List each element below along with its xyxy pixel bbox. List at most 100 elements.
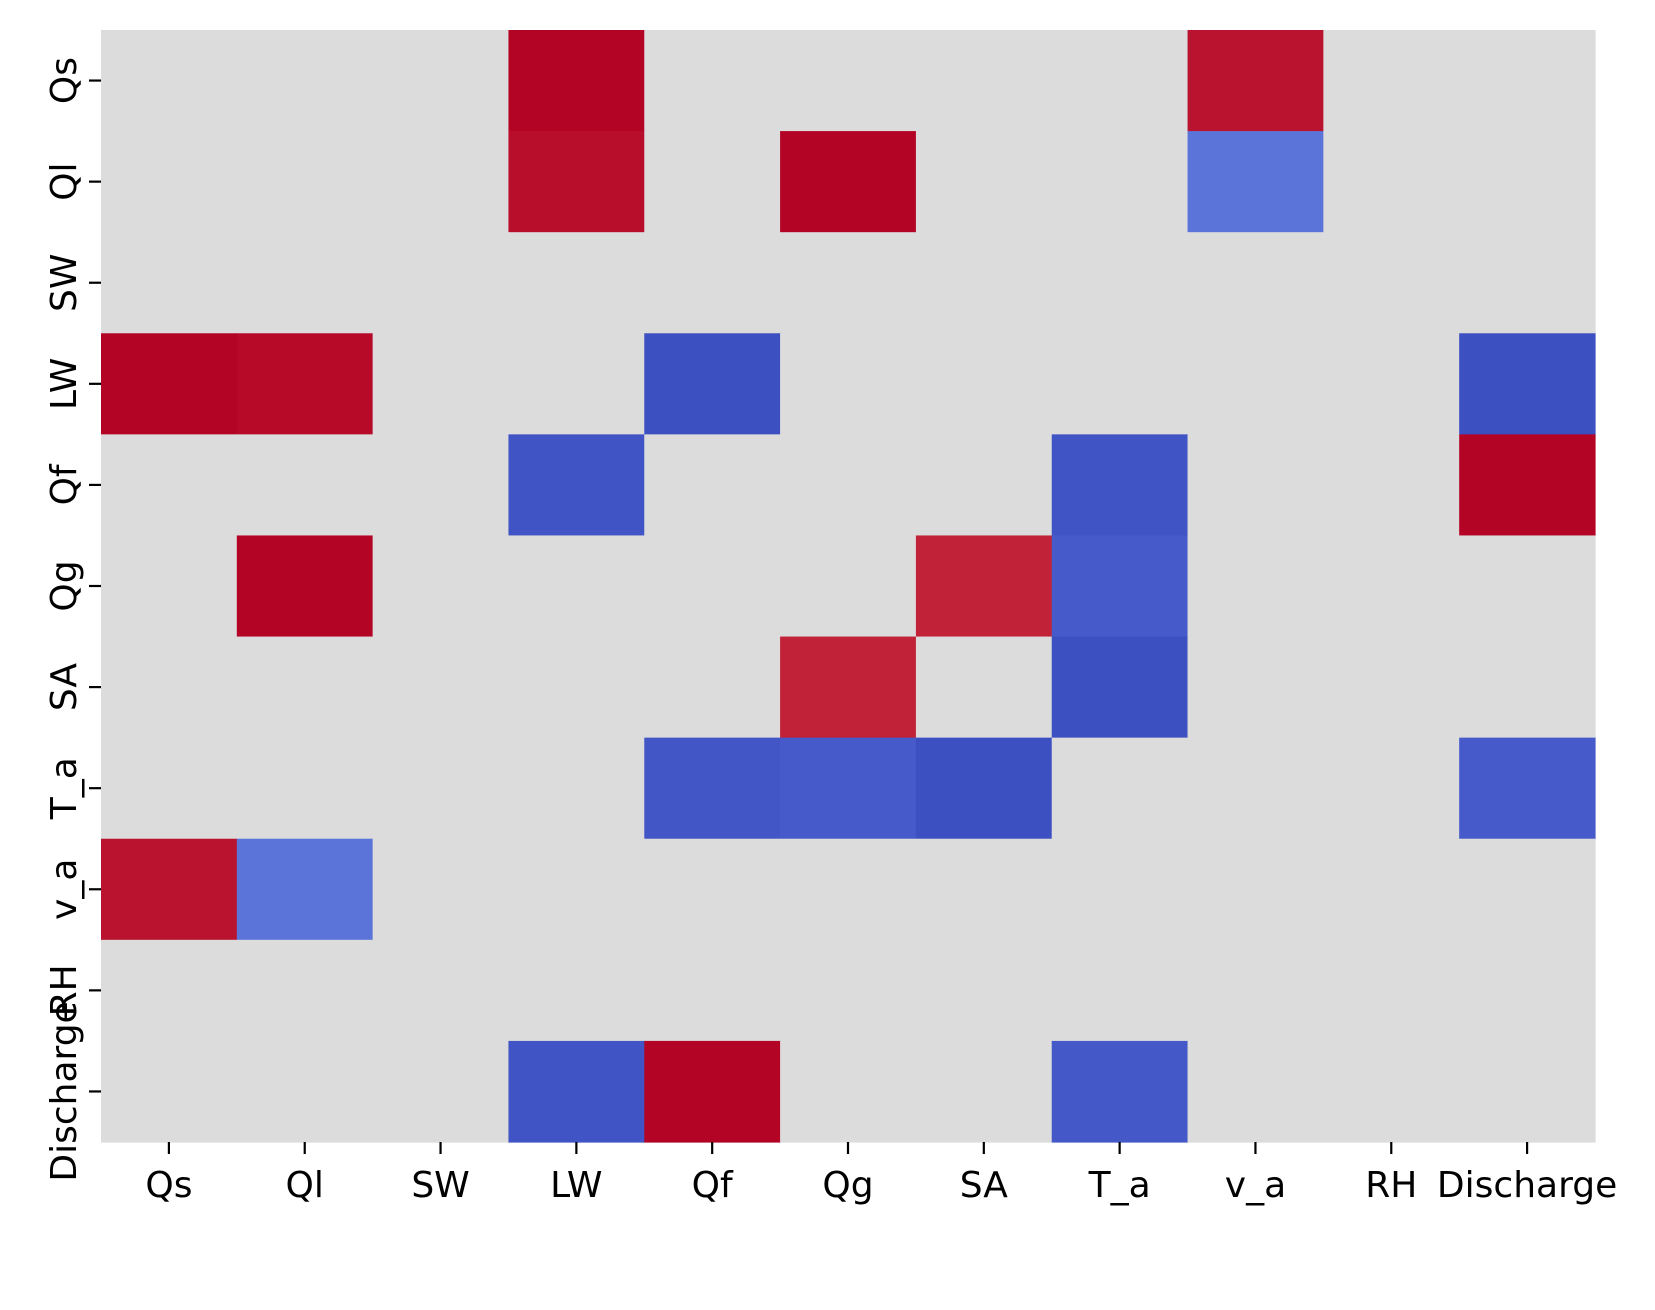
heatmap-cell-RH-SA — [915, 939, 1053, 1042]
heatmap-cell-v_a-Qf — [644, 838, 781, 941]
heatmap-cells — [101, 30, 1596, 1143]
heatmap-cell-Qs-Qs — [101, 30, 238, 132]
heatmap-cell-v_a-LW — [508, 838, 645, 941]
heatmap-cell-RH-T_a — [1051, 939, 1189, 1042]
heatmap-cell-T_a-SA — [915, 737, 1053, 840]
heatmap-cell-Qs-LW — [508, 30, 645, 132]
heatmap-cell-LW-LW — [508, 333, 645, 435]
x-tick-label: Qf — [692, 1165, 734, 1206]
y-tick-label: LW — [44, 358, 85, 410]
heatmap-cell-SA-Qf — [644, 636, 781, 739]
heatmap-cell-Qs-Qg — [780, 30, 917, 132]
heatmap-cell-Qg-Qs — [101, 535, 238, 638]
heatmap-cell-RH-Qf — [644, 939, 781, 1042]
heatmap-cell-v_a-T_a — [1051, 838, 1189, 941]
heatmap-cell-Qg-Ql — [236, 535, 374, 638]
y-tick-label: Discharge — [44, 1001, 85, 1181]
x-tick-label: v_a — [1225, 1165, 1286, 1206]
heatmap-cell-LW-Qs — [101, 333, 238, 435]
heatmap-cell-Ql-RH — [1323, 131, 1460, 233]
heatmap-cell-Qs-Ql — [236, 30, 374, 132]
heatmap-cell-SW-Qs — [101, 232, 238, 334]
heatmap-cell-Discharge-LW — [508, 1040, 645, 1143]
heatmap-cell-SW-RH — [1323, 232, 1460, 334]
heatmap-cell-SW-v_a — [1187, 232, 1324, 334]
heatmap-cell-Ql-Qf — [644, 131, 781, 233]
heatmap-cell-RH-Qs — [101, 939, 238, 1042]
heatmap-cell-RH-Ql — [236, 939, 374, 1042]
heatmap-cell-T_a-SW — [372, 737, 510, 840]
heatmap-cell-SA-Qs — [101, 636, 238, 739]
heatmap-cell-v_a-Discharge — [1459, 838, 1596, 941]
heatmap-cell-LW-Discharge — [1459, 333, 1596, 435]
heatmap-cell-Ql-Qg — [780, 131, 917, 233]
heatmap-cell-Ql-LW — [508, 131, 645, 233]
heatmap-cell-v_a-RH — [1323, 838, 1460, 941]
heatmap-cell-Discharge-v_a — [1187, 1040, 1324, 1143]
heatmap-cell-SA-Ql — [236, 636, 374, 739]
heatmap-cell-SA-LW — [508, 636, 645, 739]
heatmap-cell-RH-v_a — [1187, 939, 1324, 1042]
heatmap-cell-SA-T_a — [1051, 636, 1189, 739]
heatmap-cell-Qf-SA — [915, 434, 1053, 537]
heatmap-cell-Ql-Discharge — [1459, 131, 1596, 233]
x-tick-label: SW — [411, 1165, 469, 1206]
heatmap-cell-Ql-v_a — [1187, 131, 1324, 233]
heatmap-cell-Qf-Qg — [780, 434, 917, 537]
heatmap-cell-T_a-T_a — [1051, 737, 1189, 840]
x-tick-label: Discharge — [1437, 1165, 1617, 1206]
heatmap-cell-SA-RH — [1323, 636, 1460, 739]
heatmap-cell-T_a-Qf — [644, 737, 781, 840]
heatmap-cell-Qg-Qf — [644, 535, 781, 638]
heatmap-cell-LW-Qg — [780, 333, 917, 435]
heatmap-cell-Qf-v_a — [1187, 434, 1324, 537]
heatmap-cell-Discharge-Qg — [780, 1040, 917, 1143]
y-tick-label: v_a — [44, 859, 85, 920]
heatmap-cell-Ql-SA — [915, 131, 1053, 233]
heatmap-cell-LW-Qf — [644, 333, 781, 435]
heatmap-cell-Qf-T_a — [1051, 434, 1189, 537]
x-tick-label: Qs — [145, 1165, 192, 1206]
y-tick-label: Qg — [44, 560, 85, 611]
heatmap-cell-Discharge-SA — [915, 1040, 1053, 1143]
heatmap-cell-Qs-Qf — [644, 30, 781, 132]
heatmap-cell-LW-SW — [372, 333, 510, 435]
heatmap-cell-Ql-Qs — [101, 131, 238, 233]
heatmap-cell-SW-SW — [372, 232, 510, 334]
heatmap-cell-RH-SW — [372, 939, 510, 1042]
heatmap-cell-Qg-Qg — [780, 535, 917, 638]
heatmap-cell-Discharge-RH — [1323, 1040, 1460, 1143]
heatmap-cell-SW-Ql — [236, 232, 374, 334]
heatmap-cell-RH-Discharge — [1459, 939, 1596, 1042]
heatmap-cell-T_a-Ql — [236, 737, 374, 840]
heatmap-cell-Qs-Discharge — [1459, 30, 1596, 132]
heatmap-cell-Qg-v_a — [1187, 535, 1324, 638]
heatmap-cell-Qf-SW — [372, 434, 510, 537]
heatmap-cell-Discharge-Qs — [101, 1040, 238, 1143]
heatmap-cell-v_a-SW — [372, 838, 510, 941]
heatmap-cell-Qs-SA — [915, 30, 1053, 132]
heatmap-cell-SW-Qf — [644, 232, 781, 334]
heatmap-cell-Qg-Discharge — [1459, 535, 1596, 638]
heatmap-cell-Qs-T_a — [1051, 30, 1189, 132]
heatmap-cell-Qf-Discharge — [1459, 434, 1596, 537]
y-tick-label: RH — [44, 964, 85, 1016]
x-tick-label: SA — [960, 1165, 1009, 1206]
heatmap-cell-Ql-SW — [372, 131, 510, 233]
y-tick-label: T_a — [44, 757, 85, 820]
y-tick-label: Qf — [44, 463, 85, 505]
heatmap-cell-T_a-Discharge — [1459, 737, 1596, 840]
x-tick-label: Qg — [822, 1165, 873, 1206]
heatmap-cell-Qg-RH — [1323, 535, 1460, 638]
heatmap-cell-Qf-RH — [1323, 434, 1460, 537]
heatmap-cell-LW-T_a — [1051, 333, 1189, 435]
heatmap-cell-v_a-SA — [915, 838, 1053, 941]
y-tick-label: SA — [44, 663, 85, 712]
heatmap-cell-RH-LW — [508, 939, 645, 1042]
heatmap-cell-Qs-SW — [372, 30, 510, 132]
heatmap-cell-LW-RH — [1323, 333, 1460, 435]
heatmap-cell-Qg-SW — [372, 535, 510, 638]
x-tick-label: Ql — [286, 1165, 324, 1206]
